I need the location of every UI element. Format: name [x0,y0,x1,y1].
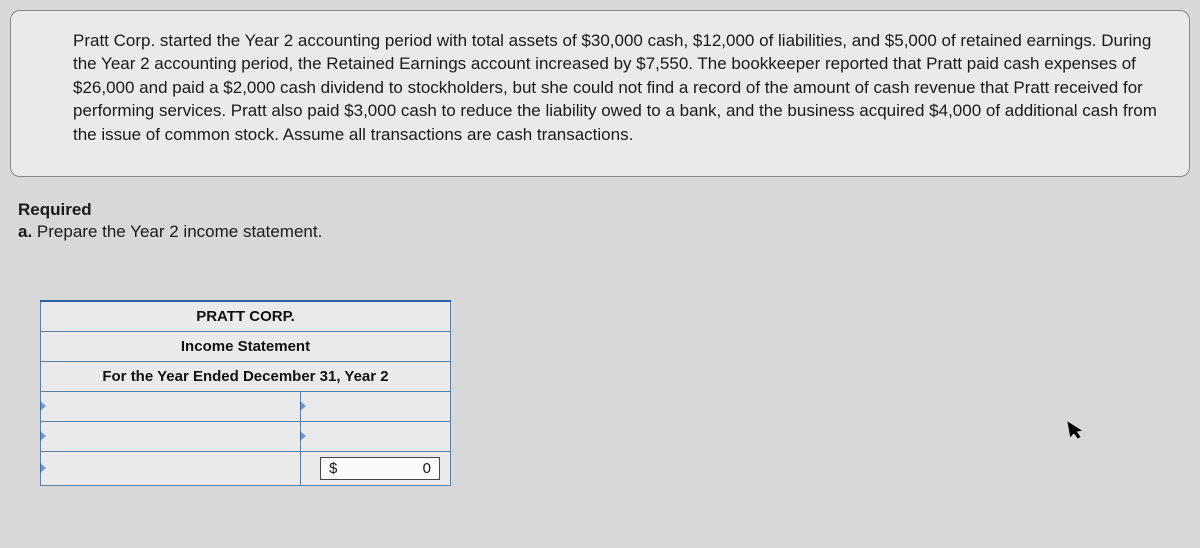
dropdown-icon [40,431,46,441]
currency-symbol: $ [329,460,337,477]
row-label-cell[interactable] [41,421,301,451]
total-amount-box: $ 0 [320,457,440,480]
table-title: Income Statement [41,331,451,361]
required-item-letter: a. [18,222,32,241]
table-total-row: $ 0 [41,451,451,485]
question-box: Pratt Corp. started the Year 2 accountin… [10,10,1190,177]
required-item: a. Prepare the Year 2 income statement. [18,222,322,242]
dropdown-icon [300,431,306,441]
income-statement-table-wrap: PRATT CORP. Income Statement For the Yea… [40,300,451,486]
dropdown-icon [40,401,46,411]
total-value-cell: $ 0 [301,451,451,485]
row-value-cell[interactable] [301,391,451,421]
table-row [41,391,451,421]
required-section: Required a. Prepare the Year 2 income st… [10,200,322,242]
table-company: PRATT CORP. [41,301,451,331]
question-text: Pratt Corp. started the Year 2 accountin… [73,31,1157,144]
table-row [41,421,451,451]
dropdown-icon [40,463,46,473]
required-item-text: Prepare the Year 2 income statement. [37,222,322,241]
required-label: Required [18,200,322,220]
cursor-icon [1067,419,1087,446]
total-label-cell[interactable] [41,451,301,485]
table-period: For the Year Ended December 31, Year 2 [41,361,451,391]
row-value-cell[interactable] [301,421,451,451]
income-statement-table: PRATT CORP. Income Statement For the Yea… [40,300,451,486]
total-value: 0 [423,460,431,477]
dropdown-icon [300,401,306,411]
row-label-cell[interactable] [41,391,301,421]
